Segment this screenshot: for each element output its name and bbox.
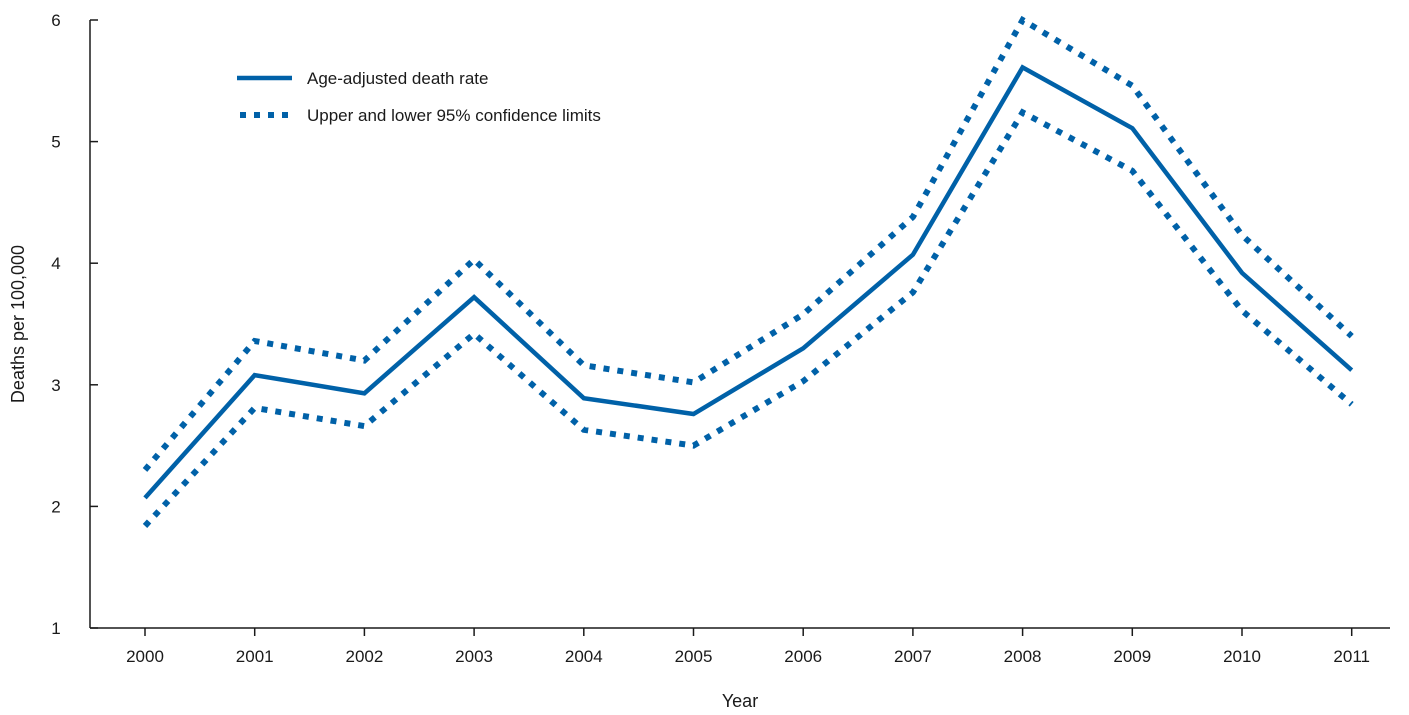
x-tick-label: 2007 xyxy=(894,647,932,666)
y-tick-label: 2 xyxy=(51,497,60,516)
x-tick-label: 2002 xyxy=(345,647,383,666)
x-tick-label: 2009 xyxy=(1113,647,1151,666)
x-tick-label: 2005 xyxy=(675,647,713,666)
y-tick-label: 4 xyxy=(51,254,60,273)
series-line-confidence-upper xyxy=(142,15,1354,472)
y-tick-label: 3 xyxy=(51,376,60,395)
x-tick-label: 2004 xyxy=(565,647,603,666)
y-axis-title: Deaths per 100,000 xyxy=(8,245,28,403)
y-tick-label: 1 xyxy=(51,619,60,638)
x-tick-label: 2000 xyxy=(126,647,164,666)
legend: Age-adjusted death rate Upper and lower … xyxy=(237,69,601,125)
x-tick-label: 2003 xyxy=(455,647,493,666)
x-tick-label: 2001 xyxy=(236,647,274,666)
legend-label-death-rate: Age-adjusted death rate xyxy=(307,69,488,88)
x-axis-title: Year xyxy=(722,691,758,711)
y-tick-label: 6 xyxy=(51,11,60,30)
series-line-confidence-lower xyxy=(142,108,1354,528)
x-tick-label: 2008 xyxy=(1004,647,1042,666)
x-tick-label: 2011 xyxy=(1333,647,1370,666)
legend-label-confidence-limits: Upper and lower 95% confidence limits xyxy=(307,106,601,125)
x-tick-label: 2006 xyxy=(784,647,822,666)
y-tick-label: 5 xyxy=(51,133,60,152)
series-line-death-rate xyxy=(143,64,1354,500)
x-tick-label: 2010 xyxy=(1223,647,1261,666)
